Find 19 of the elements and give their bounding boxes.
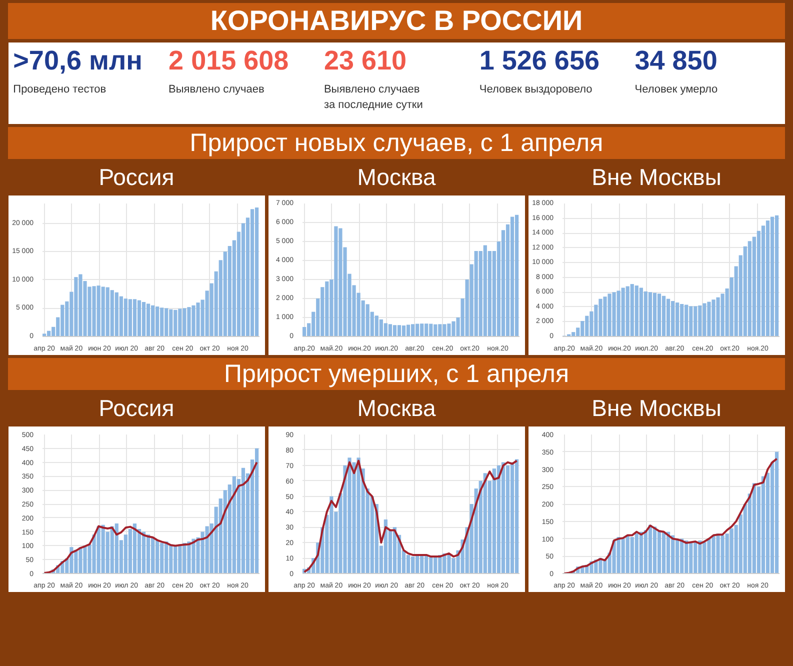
chart-title: Россия [98,163,174,192]
text: >70,6 млн [13,46,142,76]
text: Проведено тестов [13,84,106,96]
text: Выявлено случаев [168,84,265,96]
text: Выявлено случаев за последние сутки [324,84,423,112]
text: 34 850 [634,46,718,76]
text: 23 610 [324,46,407,76]
chart-subtitle: Прирост новых случаев, с 1 апреля [190,128,604,159]
text: 1 526 656 [479,46,600,76]
chart-title: Россия [98,394,174,423]
chart-title: Москва [357,163,436,192]
chart-subtitle: Прирост умерших, с 1 апреля [224,359,569,390]
text: 2 015 608 [168,46,289,76]
chart-title: Москва [357,394,436,423]
text: Человек умерло [634,84,718,96]
chart-title: Вне Москвы [592,163,722,192]
text: Человек выздоровело [479,84,592,96]
chart-title: Вне Москвы [592,394,722,423]
text: КОРОНАВИРУС В РОССИИ [210,4,583,38]
